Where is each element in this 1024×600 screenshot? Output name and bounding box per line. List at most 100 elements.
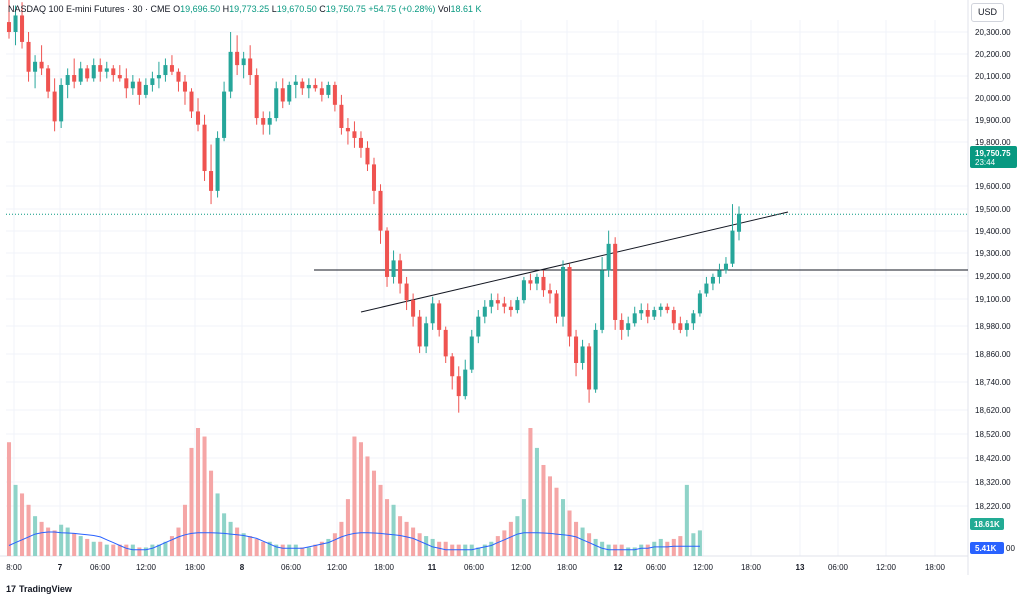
low-value: 19,670.50: [276, 4, 317, 14]
volume-bar: [443, 541, 448, 556]
candle-body: [189, 91, 194, 112]
volume-bar: [358, 442, 363, 556]
volume-bar: [560, 499, 566, 556]
candle-body: [476, 316, 481, 337]
time-tick-label: 06:00: [464, 563, 485, 572]
volume-bar: [613, 544, 618, 556]
time-tick-label: 06:00: [90, 563, 111, 572]
price-tick-label: 19,600.00: [975, 182, 1011, 191]
volume-bar: [534, 447, 539, 556]
candle-body: [404, 283, 409, 301]
volume-bar: [13, 484, 18, 556]
volume-bar: [639, 544, 644, 556]
volume-bar: [189, 447, 194, 556]
volume-bar: [495, 536, 500, 556]
volume-bar: [652, 541, 657, 556]
volume-bar: [39, 521, 44, 556]
candle-body: [678, 323, 683, 330]
time-tick-label: 18:00: [557, 563, 578, 572]
candle-body: [78, 68, 83, 82]
volume-bar: [209, 470, 214, 556]
volume-bar: [182, 504, 188, 556]
volume-bar: [274, 544, 279, 556]
volume-bar: [46, 527, 51, 556]
candle-body: [574, 336, 579, 363]
candle-body: [567, 267, 572, 337]
volume-bar: [91, 541, 96, 556]
volume-badge-label: 18.61K: [974, 520, 1000, 529]
volume-bar: [300, 547, 305, 556]
price-tick-label: 19,100.00: [975, 295, 1011, 304]
candle-body: [391, 260, 396, 277]
candle-body: [169, 65, 174, 72]
volume-ma-badge-label: 5.41K: [975, 544, 997, 553]
candle-body: [176, 71, 181, 82]
candle-body: [450, 356, 455, 377]
candle-body: [658, 306, 663, 311]
time-tick-label: 13: [796, 563, 805, 572]
candle-body: [267, 118, 272, 125]
candle-body: [150, 78, 155, 85]
volume-bar: [254, 538, 259, 556]
candle-body: [652, 310, 657, 317]
volume-bar: [65, 527, 70, 556]
candle-body: [684, 323, 689, 330]
trendline: [360, 211, 789, 313]
candle-body: [437, 303, 442, 330]
candle-body: [143, 84, 148, 95]
close-label: C: [319, 4, 326, 14]
candle-body: [665, 306, 670, 311]
price-tick-label: 18,860.00: [975, 350, 1011, 359]
volume-bar: [684, 484, 689, 556]
time-tick-label: 18:00: [374, 563, 395, 572]
time-tick-label: 8: [240, 563, 245, 572]
candle-body: [156, 75, 161, 79]
candle-body: [723, 263, 728, 271]
candle-body: [111, 68, 116, 76]
volume-value: 18.61 K: [450, 4, 482, 14]
time-tick-label: 12:00: [327, 563, 348, 572]
candle-body: [137, 81, 142, 95]
volume-bar: [20, 493, 25, 556]
candle-body: [730, 230, 735, 264]
candle-body: [332, 84, 337, 105]
volume-bar: [176, 527, 181, 556]
candle-body: [463, 369, 468, 397]
volume-bar: [215, 493, 220, 556]
price-tick-label: 19,300.00: [975, 249, 1011, 258]
candle-body: [195, 111, 201, 125]
candle-body: [424, 323, 429, 347]
candle-body: [645, 310, 650, 317]
candle-body: [163, 65, 168, 76]
candle-body: [385, 230, 390, 277]
candle-body: [717, 270, 722, 277]
volume-bar: [267, 541, 272, 556]
volume-label: Vol: [437, 4, 451, 14]
candle-body: [502, 303, 507, 307]
candle-body: [600, 270, 605, 330]
volume-bar: [326, 538, 331, 556]
volume-bar: [143, 547, 148, 556]
candle-body: [326, 84, 331, 95]
currency-button[interactable]: USD: [971, 3, 1004, 22]
candle-body: [33, 61, 38, 72]
candle-body: [456, 376, 461, 397]
tradingview-logo[interactable]: 17 TradingView: [6, 584, 72, 594]
volume-bar: [547, 476, 553, 556]
volume-bar: [430, 538, 435, 556]
candle-body: [339, 104, 344, 128]
price-tick-label: 18,320.00: [975, 478, 1011, 487]
volume-bar: [104, 544, 109, 556]
volume-bar: [33, 516, 38, 556]
candle-body: [209, 171, 214, 191]
symbol-name[interactable]: NASDAQ 100 E-mini Futures · 30 · CME: [8, 4, 171, 14]
volume-bar: [697, 530, 702, 556]
candle-body: [215, 137, 220, 191]
candle-body: [287, 84, 292, 102]
volume-bar: [541, 464, 546, 556]
volume-bar: [241, 533, 246, 556]
candle-body: [98, 65, 103, 72]
candle-body: [626, 323, 631, 330]
volume-bar: [424, 536, 429, 556]
